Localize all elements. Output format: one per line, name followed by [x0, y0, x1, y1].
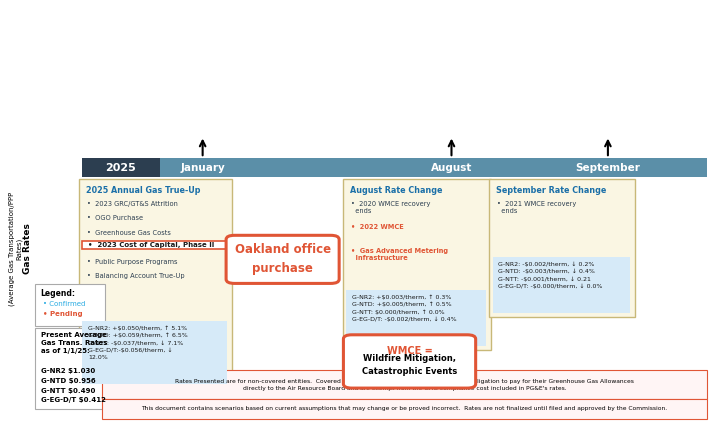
- Text: •  2022 WMCE: • 2022 WMCE: [351, 224, 403, 230]
- Text: Wildfire Mitigation,
Catastrophic Events: Wildfire Mitigation, Catastrophic Events: [362, 354, 457, 376]
- Polygon shape: [18, 11, 46, 65]
- FancyBboxPatch shape: [493, 257, 630, 313]
- FancyBboxPatch shape: [102, 399, 707, 419]
- Text: •  Public Purpose Programs: • Public Purpose Programs: [87, 259, 177, 265]
- Text: G-NTT $0.490: G-NTT $0.490: [41, 388, 95, 394]
- FancyBboxPatch shape: [82, 241, 228, 249]
- Text: G-NR2 $1.030: G-NR2 $1.030: [41, 368, 95, 374]
- FancyBboxPatch shape: [343, 335, 476, 388]
- FancyBboxPatch shape: [346, 290, 486, 346]
- Text: •  Balancing Account True-Up: • Balancing Account True-Up: [87, 273, 184, 279]
- Text: •  2021 WMCE recovery
  ends: • 2021 WMCE recovery ends: [497, 201, 576, 214]
- FancyBboxPatch shape: [489, 179, 635, 317]
- Text: G-NR2: +$0.003/therm, ↑ 0.3%
G-NTD: +$0.005/therm, ↑ 0.5%
G-NTT: $0.000/therm, ↑: G-NR2: +$0.003/therm, ↑ 0.3% G-NTD: +$0.…: [352, 294, 456, 322]
- Text: • Pending: • Pending: [43, 311, 82, 317]
- Text: 2025: 2025: [105, 162, 137, 173]
- Text: (Average Gas Transportation/PPP
Rates): (Average Gas Transportation/PPP Rates): [9, 192, 23, 306]
- Text: WMCE =: WMCE =: [387, 346, 432, 356]
- FancyBboxPatch shape: [226, 235, 339, 284]
- Text: •  OGO Purchase: • OGO Purchase: [87, 215, 143, 221]
- Text: •  2023 Cost of Capital, Phase II: • 2023 Cost of Capital, Phase II: [88, 242, 215, 248]
- Text: ▲: ▲: [24, 7, 40, 26]
- Text: August Rate Change: August Rate Change: [350, 186, 442, 195]
- Text: Present Average
Gas Trans. Rates
as of 1/1/25:: Present Average Gas Trans. Rates as of 1…: [41, 332, 107, 354]
- Text: •  Greenhouse Gas Costs: • Greenhouse Gas Costs: [87, 230, 171, 236]
- FancyBboxPatch shape: [82, 158, 707, 177]
- Text: G-EG-D/T $0.412: G-EG-D/T $0.412: [41, 398, 105, 403]
- FancyBboxPatch shape: [82, 322, 227, 384]
- Text: Gas Rate Change Calendar: Gas Rate Change Calendar: [92, 24, 508, 52]
- Text: This document contains scenarios based on current assumptions that may change or: This document contains scenarios based o…: [141, 406, 668, 411]
- FancyBboxPatch shape: [35, 284, 105, 326]
- Text: •  Gas Advanced Metering
  Infrastructure: • Gas Advanced Metering Infrastructure: [351, 248, 447, 261]
- Text: September Rate Change: September Rate Change: [496, 186, 606, 195]
- Text: • Confirmed: • Confirmed: [43, 301, 85, 307]
- Text: •  2023 GRC/GT&S Attrition: • 2023 GRC/GT&S Attrition: [87, 201, 178, 207]
- Text: August: August: [431, 162, 472, 173]
- Text: G-NR2: +$0.050/therm, ↑ 5.1%
G-NTD: +$0.059/therm, ↑ 6.5%
G-NTT: -$0.037/therm, : G-NR2: +$0.050/therm, ↑ 5.1% G-NTD: +$0.…: [88, 325, 188, 360]
- Text: G-NR2: -$0.002/therm, ↓ 0.2%
G-NTD: -$0.003/therm, ↓ 0.4%
G-NTT: -$0.001/therm, : G-NR2: -$0.002/therm, ↓ 0.2% G-NTD: -$0.…: [498, 261, 603, 289]
- Text: Rates Presented are for non-covered entities.  Covered entities are customer's t: Rates Presented are for non-covered enti…: [175, 379, 634, 391]
- Text: Gas Rates: Gas Rates: [23, 224, 31, 274]
- Text: Oakland office
purchase: Oakland office purchase: [235, 243, 331, 276]
- Text: Legend:: Legend:: [41, 289, 75, 298]
- FancyBboxPatch shape: [343, 179, 491, 350]
- FancyBboxPatch shape: [82, 158, 160, 177]
- Text: 2025 Annual Gas True-Up: 2025 Annual Gas True-Up: [86, 186, 201, 195]
- Text: January: January: [181, 162, 225, 173]
- FancyBboxPatch shape: [79, 179, 232, 388]
- FancyBboxPatch shape: [102, 371, 707, 399]
- Text: PG&E: PG&E: [17, 37, 47, 47]
- Text: September: September: [575, 162, 641, 173]
- Text: G-NTD $0.956: G-NTD $0.956: [41, 378, 95, 384]
- FancyBboxPatch shape: [35, 327, 105, 409]
- Text: •  2020 WMCE recovery
  ends: • 2020 WMCE recovery ends: [351, 201, 430, 214]
